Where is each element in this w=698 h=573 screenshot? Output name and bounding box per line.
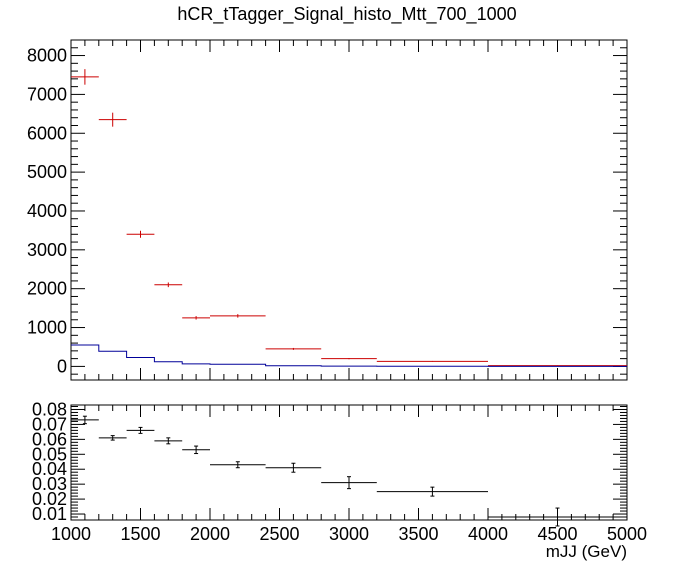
ratio-xtick-label: 3000 bbox=[329, 524, 369, 544]
top-data-point bbox=[265, 347, 322, 350]
ratio-xtick-label: 2500 bbox=[259, 524, 299, 544]
ratio-data-point bbox=[321, 476, 377, 490]
ratio-ytick-label: 0.07 bbox=[32, 414, 67, 434]
ratio-xtick-label: 3500 bbox=[398, 524, 438, 544]
ratio-data-point bbox=[488, 507, 627, 527]
ratio-xtick-label: 1000 bbox=[51, 524, 91, 544]
ratio-xtick-label: 2000 bbox=[190, 524, 230, 544]
ratio-ytick-label: 0.03 bbox=[32, 474, 67, 494]
top-ytick-label: 3000 bbox=[27, 240, 67, 260]
ratio-ytick-label: 0.08 bbox=[32, 399, 67, 419]
ratio-xtick-label: 4500 bbox=[537, 524, 577, 544]
top-data-point bbox=[126, 230, 155, 238]
top-data-point bbox=[182, 316, 210, 320]
top-step-line bbox=[71, 344, 627, 367]
ratio-data-point bbox=[265, 462, 322, 473]
top-ytick-label: 6000 bbox=[27, 123, 67, 143]
top-data-point bbox=[98, 112, 127, 127]
top-ytick-label: 7000 bbox=[27, 84, 67, 104]
top-data-point bbox=[71, 69, 99, 85]
top-ytick-label: 8000 bbox=[27, 46, 67, 66]
ratio-data-point bbox=[376, 486, 488, 497]
ratio-xtick-label: 4000 bbox=[468, 524, 508, 544]
top-ytick-label: 5000 bbox=[27, 162, 67, 182]
ratio-frame bbox=[70, 404, 628, 521]
top-data-point bbox=[210, 314, 266, 318]
top-data-point bbox=[376, 360, 488, 362]
top-ytick-label: 2000 bbox=[27, 279, 67, 299]
top-panel: 0 1000 2000 3000 4000 5000 6000 7000 8000 bbox=[27, 39, 628, 381]
ratio-ytick-label: 0.05 bbox=[32, 444, 67, 464]
ratio-data-point bbox=[210, 461, 266, 469]
ratio-data-point bbox=[126, 426, 155, 434]
top-ytick-label: 0 bbox=[57, 356, 67, 376]
ratio-data-point bbox=[182, 445, 210, 455]
top-data-point bbox=[154, 282, 183, 288]
ratio-xtick-label: 5000 bbox=[607, 524, 647, 544]
ratio-data-point bbox=[71, 415, 99, 425]
top-ytick-label: 4000 bbox=[27, 201, 67, 221]
ratio-ytick-label: 0.01 bbox=[32, 504, 67, 524]
chart-title: hCR_tTagger_Signal_histo_Mtt_700_1000 bbox=[177, 4, 516, 25]
ratio-ytick-label: 0.02 bbox=[32, 489, 67, 509]
ratio-panel: 0.010.020.030.040.050.060.070.08 1000 1500… bbox=[32, 399, 647, 544]
ratio-data-point bbox=[98, 435, 127, 441]
top-frame bbox=[70, 39, 628, 381]
x-axis-label: mJJ (GeV) bbox=[546, 542, 627, 561]
top-data-point bbox=[321, 358, 377, 360]
ratio-xtick-label: 1500 bbox=[120, 524, 160, 544]
ratio-ytick-label: 0.06 bbox=[32, 429, 67, 449]
top-ytick-label: 1000 bbox=[27, 318, 67, 338]
ratio-data-point bbox=[154, 437, 183, 445]
ratio-ytick-label: 0.04 bbox=[32, 459, 67, 479]
